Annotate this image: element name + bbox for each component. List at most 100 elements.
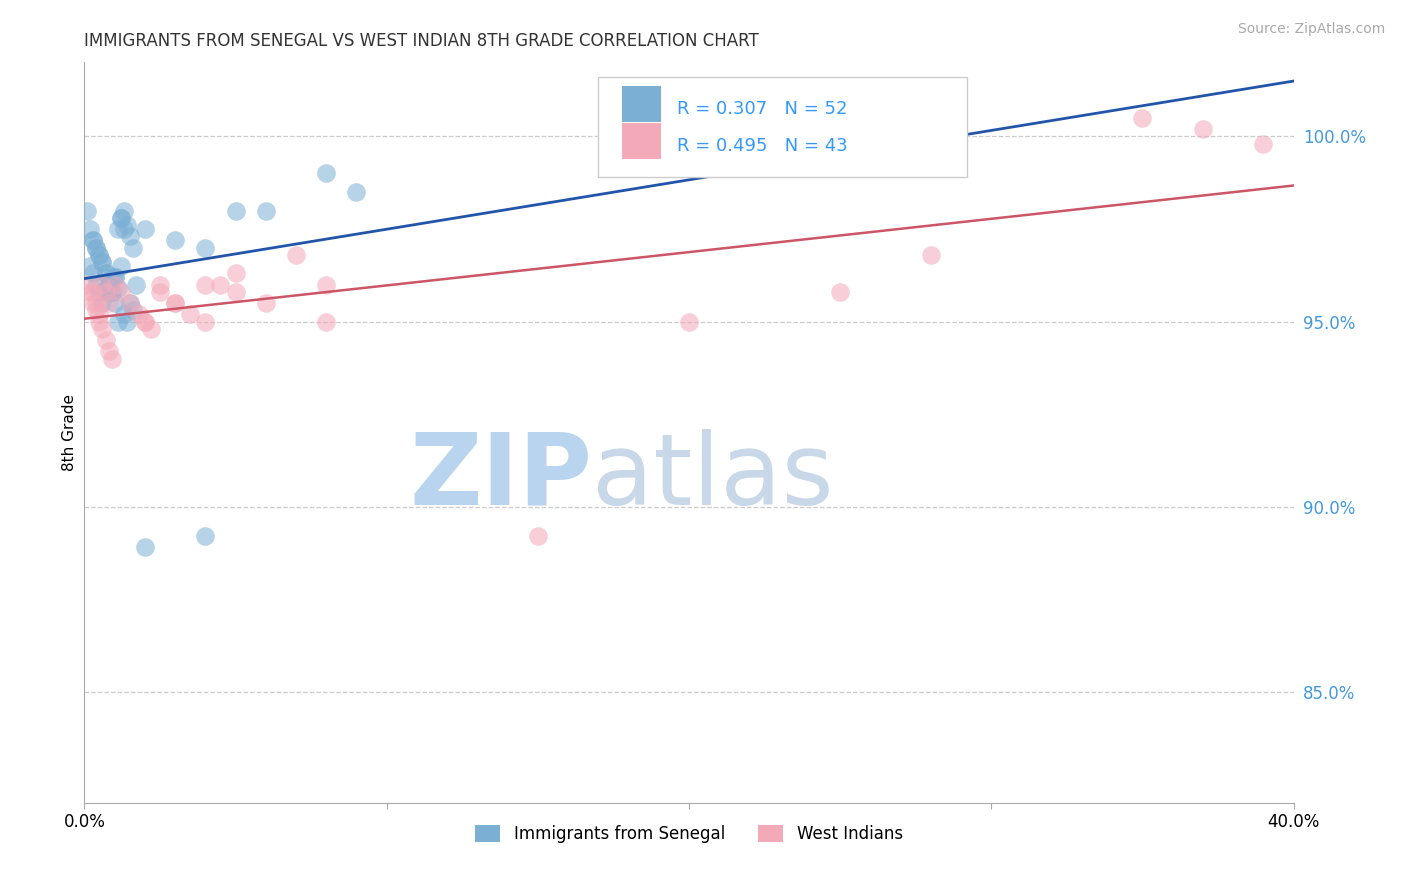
Point	[225, 285, 247, 299]
Point	[94, 267, 117, 281]
Point	[165, 296, 187, 310]
Bar	[623, 87, 661, 121]
Point	[76, 203, 98, 218]
Point	[110, 285, 132, 299]
Point	[112, 203, 135, 218]
Bar	[623, 123, 661, 159]
Text: ZIP: ZIP	[409, 428, 592, 525]
Point	[89, 248, 111, 262]
Point	[254, 296, 277, 310]
Point	[107, 222, 129, 236]
Point	[118, 296, 141, 310]
Text: IMMIGRANTS FROM SENEGAL VS WEST INDIAN 8TH GRADE CORRELATION CHART: IMMIGRANTS FROM SENEGAL VS WEST INDIAN 8…	[84, 32, 759, 50]
Point	[104, 296, 127, 310]
Point	[194, 277, 217, 292]
Point	[86, 296, 108, 310]
Point	[1130, 111, 1153, 125]
Point	[527, 529, 550, 543]
Point	[115, 314, 138, 328]
Point	[89, 248, 111, 262]
Point	[94, 285, 117, 299]
Point	[82, 267, 104, 281]
Point	[920, 248, 942, 262]
Text: R = 0.495   N = 43: R = 0.495 N = 43	[676, 137, 848, 155]
Point	[139, 322, 162, 336]
Point	[346, 185, 368, 199]
Point	[97, 277, 120, 292]
Point	[94, 267, 117, 281]
Legend: Immigrants from Senegal, West Indians: Immigrants from Senegal, West Indians	[468, 819, 910, 850]
Point	[1253, 136, 1275, 151]
Point	[107, 281, 129, 295]
Point	[134, 541, 156, 555]
Point	[89, 307, 111, 321]
Point	[149, 285, 172, 299]
Point	[82, 233, 104, 247]
Point	[86, 240, 108, 254]
Point	[194, 529, 217, 543]
Point	[79, 285, 101, 299]
Point	[1192, 122, 1215, 136]
Point	[115, 219, 138, 233]
Point	[678, 314, 700, 328]
Point	[149, 277, 172, 292]
Point	[134, 222, 156, 236]
Point	[118, 296, 141, 310]
Point	[97, 296, 120, 310]
Point	[112, 222, 135, 236]
Point	[110, 211, 132, 225]
Point	[134, 314, 156, 328]
Point	[121, 303, 143, 318]
Point	[100, 270, 122, 285]
Point	[89, 285, 111, 299]
Point	[97, 344, 120, 359]
Point	[254, 203, 277, 218]
Point	[82, 285, 104, 299]
Point	[285, 248, 308, 262]
Text: R = 0.307   N = 52: R = 0.307 N = 52	[676, 100, 848, 118]
Point	[104, 277, 127, 292]
Point	[121, 240, 143, 254]
Point	[225, 203, 247, 218]
Y-axis label: 8th Grade: 8th Grade	[62, 394, 77, 471]
Point	[225, 267, 247, 281]
Point	[315, 277, 337, 292]
Point	[86, 303, 108, 318]
Text: atlas: atlas	[592, 428, 834, 525]
Point	[209, 277, 232, 292]
Point	[91, 296, 114, 310]
Point	[86, 240, 108, 254]
Point	[165, 233, 187, 247]
Point	[76, 277, 98, 292]
Point	[91, 255, 114, 269]
Point	[128, 307, 150, 321]
Point	[104, 270, 127, 285]
Point	[118, 229, 141, 244]
Point	[82, 233, 104, 247]
Point	[79, 222, 101, 236]
Point	[315, 314, 337, 328]
Point	[112, 307, 135, 321]
Point	[100, 351, 122, 366]
Point	[125, 277, 148, 292]
Point	[315, 166, 337, 180]
Point	[82, 296, 104, 310]
Point	[79, 259, 101, 273]
FancyBboxPatch shape	[599, 78, 967, 178]
Point	[110, 259, 132, 273]
Point	[91, 322, 114, 336]
Point	[107, 314, 129, 328]
Point	[89, 314, 111, 328]
Point	[100, 285, 122, 299]
Point	[97, 277, 120, 292]
Point	[165, 296, 187, 310]
Text: Source: ZipAtlas.com: Source: ZipAtlas.com	[1237, 22, 1385, 37]
Point	[91, 277, 114, 292]
Point	[104, 270, 127, 285]
Point	[194, 240, 217, 254]
Point	[97, 277, 120, 292]
Point	[91, 255, 114, 269]
Point	[86, 277, 108, 292]
Point	[110, 211, 132, 225]
Point	[830, 285, 852, 299]
